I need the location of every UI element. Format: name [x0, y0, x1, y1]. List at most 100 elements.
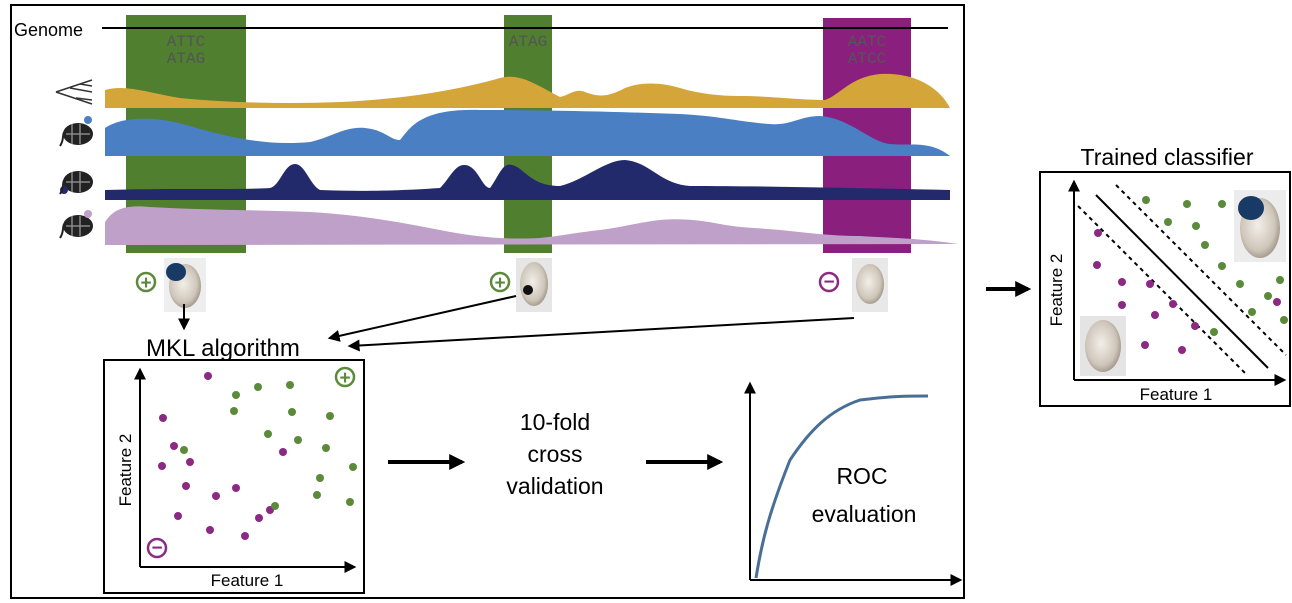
positive-sign-icon: [135, 271, 157, 293]
classifier-point-negative: [1191, 322, 1199, 330]
mkl-point-positive: [349, 463, 357, 471]
margin-upper: [1115, 184, 1287, 356]
mkl-point-positive: [230, 407, 238, 415]
mkl-scatter-frame: [103, 359, 365, 594]
embryo-image-1: [164, 258, 206, 312]
mkl-xlabel: Feature 1: [211, 571, 284, 590]
classifier-point-negative: [1151, 311, 1159, 319]
arrow-embryo3-to-mkl: [347, 317, 855, 352]
classifier-point-positive: [1218, 200, 1226, 208]
genome-label: Genome: [14, 20, 83, 40]
roc-curve: [754, 394, 929, 579]
mkl-point-positive: [271, 502, 279, 510]
classifier-point-positive: [1210, 328, 1218, 336]
motif-3-line2: ATCC: [848, 50, 886, 68]
classifier-point-negative: [1169, 300, 1177, 308]
motif-3-line1: AATC: [848, 33, 886, 51]
positive-sign-2: +: [494, 273, 505, 294]
chromatin-nucleosome-icon: [59, 116, 93, 147]
mkl-negative-sign: −: [151, 538, 162, 559]
classifier-point-negative: [1094, 229, 1102, 237]
mkl-point-negative: [170, 442, 178, 450]
mkl-point-negative: [182, 482, 190, 490]
mkl-point-negative: [158, 462, 166, 470]
mkl-positive-sign: +: [339, 368, 350, 389]
motif-1-line1: ATTC: [167, 33, 205, 51]
mkl-point-negative: [212, 492, 220, 500]
classifier-embryo-positive: [1234, 190, 1286, 262]
classifier-point-negative: [1273, 298, 1281, 306]
mkl-point-positive: [264, 430, 272, 438]
classifier-point-positive: [1142, 196, 1150, 204]
classifier-ylabel: Feature 2: [1047, 254, 1066, 327]
classifier-point-positive: [1248, 308, 1256, 316]
mkl-point-negative: [241, 532, 249, 540]
classifier-point-negative: [1118, 278, 1126, 286]
positive-sign-1: +: [140, 273, 151, 294]
chromatin-nucleosome-icon: [59, 210, 93, 239]
mkl-positive-icon: [334, 366, 356, 388]
main-panel-frame: [10, 4, 965, 599]
cv-line1: 10-fold: [520, 409, 590, 435]
decision-boundary: [1095, 194, 1269, 369]
cv-line2: cross: [528, 441, 583, 467]
classifier-point-negative: [1093, 261, 1101, 269]
classifier-point-negative: [1146, 280, 1154, 288]
mkl-point-negative: [255, 514, 263, 522]
classifier-point-positive: [1264, 292, 1272, 300]
track-chromatin-3: [105, 206, 958, 245]
mkl-point-negative: [186, 458, 194, 466]
negative-sign-icon: [818, 271, 840, 293]
phylogeny-tree-icon: [55, 79, 93, 105]
negative-sign-1: −: [823, 272, 834, 293]
mkl-point-negative: [204, 372, 212, 380]
mkl-point-negative: [159, 414, 167, 422]
mkl-point-positive: [294, 436, 302, 444]
classifier-point-negative: [1178, 346, 1186, 354]
mkl-label: MKL algorithm: [146, 335, 300, 362]
mkl-point-negative: [279, 448, 287, 456]
mkl-scatter-points: [158, 372, 357, 540]
classifier-point-positive: [1164, 218, 1172, 226]
mkl-ylabel: Feature 2: [116, 434, 135, 507]
chromatin-nucleosome-icon: [59, 171, 93, 195]
mkl-point-positive: [286, 381, 294, 389]
roc-line2: evaluation: [812, 501, 917, 527]
mkl-point-positive: [288, 408, 296, 416]
track-chromatin-2: [105, 160, 950, 200]
classifier-embryo-negative: [1080, 316, 1126, 376]
classifier-point-positive: [1218, 262, 1226, 270]
classifier-point-positive: [1192, 222, 1200, 230]
classifier-point-positive: [1276, 276, 1284, 284]
classifier-point-negative: [1118, 301, 1126, 309]
mkl-point-negative: [232, 484, 240, 492]
mkl-point-positive: [346, 498, 354, 506]
trained-classifier-title: Trained classifier: [1081, 144, 1254, 170]
motif-1-line2: ATAG: [167, 50, 205, 68]
classifier-scatter-points: [1093, 196, 1288, 354]
mkl-point-positive: [313, 491, 321, 499]
track-conservation: [105, 73, 950, 108]
mkl-point-positive: [180, 446, 188, 454]
classifier-point-positive: [1183, 200, 1191, 208]
classifier-frame: [1039, 171, 1291, 407]
mkl-point-positive: [322, 444, 330, 452]
embryo-image-3: [852, 258, 888, 312]
classifier-point-negative: [1141, 341, 1149, 349]
classifier-point-positive: [1280, 316, 1288, 324]
mkl-point-negative: [206, 526, 214, 534]
roc-line1: ROC: [836, 463, 887, 489]
mkl-point-negative: [174, 512, 182, 520]
cv-line3: validation: [506, 473, 603, 499]
classifier-point-positive: [1201, 241, 1209, 249]
mkl-point-positive: [326, 412, 334, 420]
embryo-image-2: [516, 258, 552, 312]
motif-2-line1: ATAG: [509, 33, 547, 51]
mkl-point-positive: [254, 383, 262, 391]
mkl-point-positive: [316, 474, 324, 482]
mkl-point-positive: [232, 391, 240, 399]
arrow-embryo2-to-mkl: [327, 295, 517, 342]
classifier-xlabel: Feature 1: [1140, 385, 1213, 404]
track-chromatin-1: [105, 109, 950, 156]
